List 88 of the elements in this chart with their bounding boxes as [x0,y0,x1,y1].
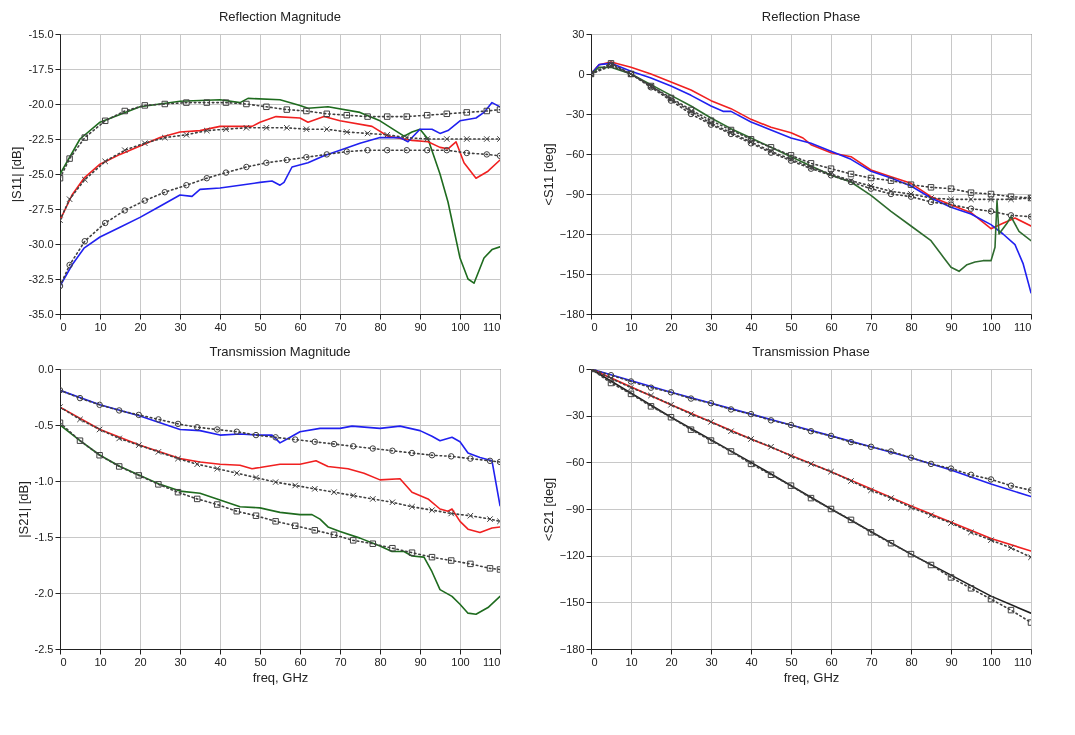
y-tick-label: −60 [565,455,585,468]
y-tick-label: -30.0 [28,237,54,250]
y-tick-label: -2.5 [34,642,54,655]
x-tick-label: 80 [374,655,387,668]
y-tick-label: 0.0 [38,362,54,375]
x-tick-label: 40 [214,655,227,668]
y-axis-title: <S21 [deg] [540,477,556,542]
x-tick-label: 110 [482,320,501,333]
x-tick-label: 110 [482,655,501,668]
x-tick-label: 40 [745,655,758,668]
y-axis-title: |S11| [dB] [9,146,25,203]
x-tick-label: 50 [254,655,267,668]
x-tick-label: 90 [414,320,427,333]
x-tick-label: 90 [414,655,427,668]
x-tick-label: 0 [591,320,598,333]
x-tick-label: 60 [294,320,307,333]
x-tick-label: 30 [705,320,718,333]
y-tick-label: -17.5 [28,62,54,75]
y-tick-label: −120 [559,549,585,562]
chart-title: Transmission Magnitude [209,344,351,359]
x-tick-label: 20 [665,320,678,333]
y-tick-label: −60 [565,147,585,160]
x-tick-label: 40 [214,320,227,333]
y-tick-label: −120 [559,227,585,240]
x-tick-label: 50 [785,655,798,668]
x-tick-label: 0 [60,655,67,668]
y-tick-label: -35.0 [28,307,54,320]
y-tick-label: -1.0 [34,474,54,487]
x-tick-label: 60 [825,655,838,668]
x-tick-label: 110 [1013,655,1032,668]
y-tick-label: 0 [578,362,585,375]
y-tick-label: −150 [559,595,585,608]
x-tick-label: 20 [665,655,678,668]
x-tick-label: 50 [785,320,798,333]
y-tick-label: −30 [565,409,585,422]
y-tick-label: -1.5 [34,530,54,543]
x-tick-label: 110 [1013,320,1032,333]
x-tick-label: 20 [134,655,147,668]
y-tick-label: -32.5 [28,272,54,285]
y-tick-label: −90 [565,502,585,515]
y-axis-title: |S21| [dB] [15,481,31,538]
x-tick-label: 30 [705,655,718,668]
y-axis-title: <S11 [deg] [540,143,556,206]
y-tick-label: -15.0 [28,27,54,40]
x-tick-label: 100 [451,655,470,668]
y-tick-label: -27.5 [28,202,54,215]
y-tick-label: -20.0 [28,97,54,110]
x-tick-label: 20 [134,320,147,333]
x-tick-label: 100 [982,655,1001,668]
chart-title: Transmission Phase [752,344,870,359]
x-tick-label: 70 [334,320,347,333]
y-tick-label: −90 [565,187,585,200]
x-tick-label: 0 [60,320,67,333]
x-tick-label: 80 [905,655,918,668]
y-tick-label: -2.0 [34,586,54,599]
y-tick-label: -0.5 [34,418,54,431]
x-tick-label: 0 [591,655,598,668]
y-tick-label: −180 [559,642,585,655]
x-tick-label: 100 [982,320,1001,333]
x-tick-label: 10 [625,320,638,333]
y-tick-label: −150 [559,267,585,280]
y-tick-label: 30 [572,27,585,40]
x-tick-label: 10 [94,320,107,333]
x-tick-label: 30 [174,320,187,333]
y-tick-label: −30 [565,107,585,120]
x-tick-label: 80 [905,320,918,333]
x-tick-label: 100 [451,320,470,333]
x-tick-label: 90 [945,320,958,333]
x-tick-label: 10 [625,655,638,668]
x-tick-label: 80 [374,320,387,333]
x-tick-label: 70 [865,320,878,333]
y-tick-label: -22.5 [28,132,54,145]
x-tick-label: 30 [174,655,187,668]
x-tick-label: 60 [294,655,307,668]
y-tick-label: 0 [578,67,585,80]
x-axis-title: freq, GHz [252,669,309,685]
x-tick-label: 70 [865,655,878,668]
chart-title: Reflection Phase [761,9,861,24]
x-tick-label: 40 [745,320,758,333]
x-tick-label: 90 [945,655,958,668]
y-tick-label: −180 [559,307,585,320]
x-tick-label: 60 [825,320,838,333]
x-tick-label: 50 [254,320,267,333]
x-axis-title: freq, GHz [783,669,840,685]
x-tick-label: 70 [334,655,347,668]
y-tick-label: -25.0 [28,167,54,180]
chart-title: Reflection Magnitude [218,9,342,24]
x-tick-label: 10 [94,655,107,668]
